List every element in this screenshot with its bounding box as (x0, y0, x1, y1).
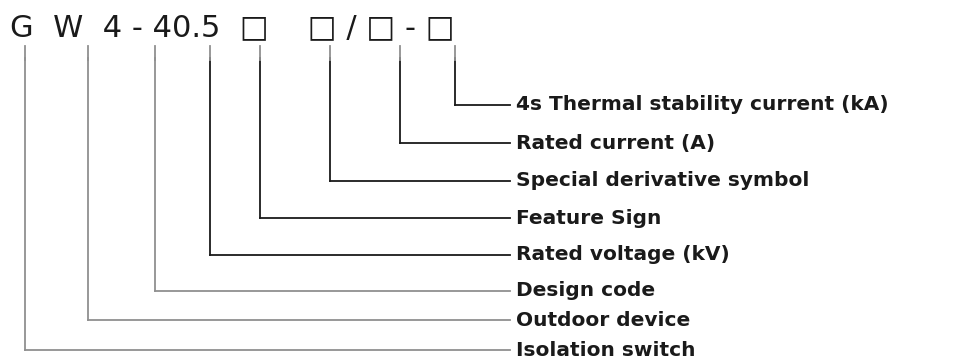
Text: Rated current (A): Rated current (A) (516, 134, 715, 152)
Text: Outdoor device: Outdoor device (516, 311, 690, 329)
Text: Design code: Design code (516, 282, 655, 300)
Text: 4s Thermal stability current (kA): 4s Thermal stability current (kA) (516, 96, 889, 114)
Text: Rated voltage (kV): Rated voltage (kV) (516, 245, 730, 265)
Text: Feature Sign: Feature Sign (516, 209, 661, 227)
Text: Special derivative symbol: Special derivative symbol (516, 172, 809, 190)
Text: Isolation switch: Isolation switch (516, 341, 695, 359)
Text: G  W  4 - 40.5  □    □ / □ - □: G W 4 - 40.5 □ □ / □ - □ (10, 13, 455, 42)
